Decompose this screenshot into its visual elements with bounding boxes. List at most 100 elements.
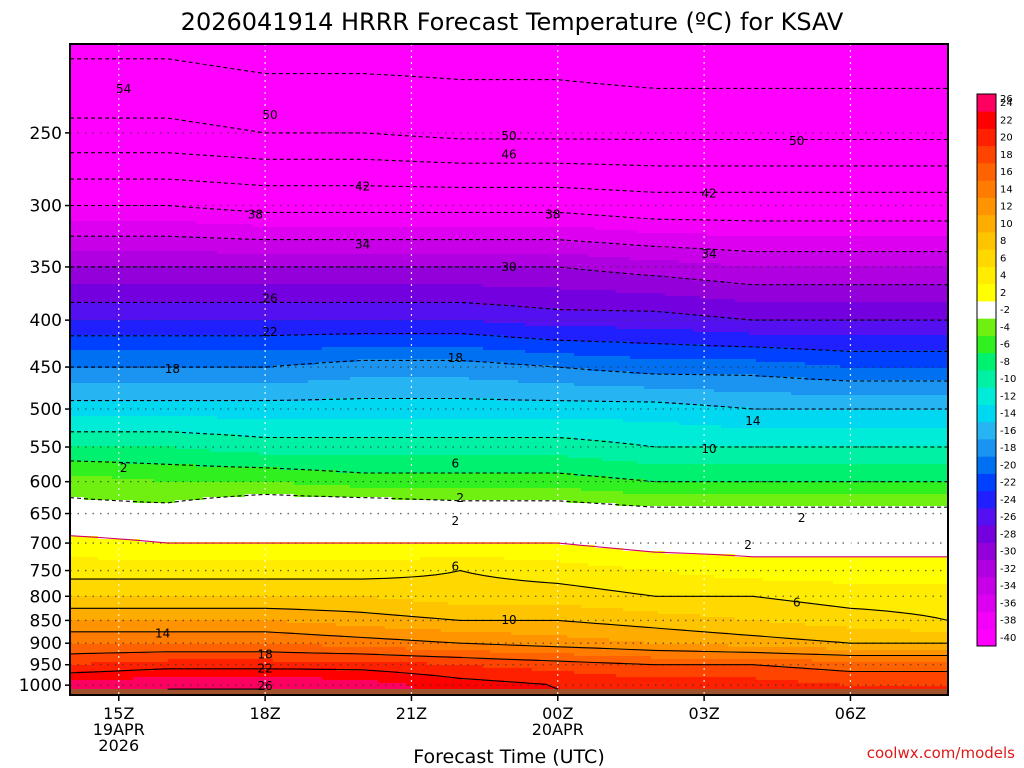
temperature-cell bbox=[280, 86, 288, 90]
temperature-cell bbox=[217, 89, 225, 93]
temperature-cell bbox=[112, 95, 120, 99]
temperature-cell bbox=[483, 92, 491, 96]
temperature-cell bbox=[112, 74, 120, 78]
temperature-cell bbox=[497, 119, 505, 123]
temperature-cell bbox=[833, 86, 841, 90]
temperature-cell bbox=[868, 92, 876, 96]
temperature-cell bbox=[630, 62, 638, 66]
temperature-cell bbox=[203, 104, 211, 108]
temperature-cell bbox=[77, 95, 85, 99]
temperature-cell bbox=[371, 107, 379, 111]
temperature-cell bbox=[161, 44, 169, 48]
temperature-cell bbox=[322, 77, 330, 81]
temperature-cell bbox=[665, 95, 673, 99]
temperature-cell bbox=[133, 77, 141, 81]
temperature-cell bbox=[798, 47, 806, 51]
temperature-cell bbox=[658, 74, 666, 78]
temperature-cell bbox=[126, 101, 134, 105]
temperature-cell bbox=[812, 68, 820, 72]
temperature-cell bbox=[483, 68, 491, 72]
temperature-cell bbox=[637, 53, 645, 57]
temperature-cell bbox=[791, 44, 799, 48]
temperature-cell bbox=[602, 53, 610, 57]
temperature-cell bbox=[441, 95, 449, 99]
temperature-cell bbox=[196, 83, 204, 87]
temperature-cell bbox=[168, 53, 176, 57]
temperature-cell bbox=[609, 83, 617, 87]
temperature-cell bbox=[238, 71, 246, 75]
temperature-cell bbox=[784, 113, 792, 117]
temperature-cell bbox=[154, 125, 162, 129]
temperature-cell bbox=[154, 107, 162, 111]
temperature-cell bbox=[140, 83, 148, 87]
temperature-cell bbox=[595, 71, 603, 75]
temperature-cell bbox=[84, 83, 92, 87]
temperature-cell bbox=[539, 92, 547, 96]
temperature-cell bbox=[665, 83, 673, 87]
temperature-cell bbox=[847, 107, 855, 111]
temperature-cell bbox=[462, 83, 470, 87]
temperature-cell bbox=[427, 104, 435, 108]
temperature-cell bbox=[735, 101, 743, 105]
temperature-cell bbox=[917, 104, 925, 108]
temperature-cell bbox=[84, 65, 92, 69]
temperature-cell bbox=[434, 59, 442, 63]
temperature-cell bbox=[714, 62, 722, 66]
temperature-cell bbox=[161, 98, 169, 102]
temperature-cell bbox=[77, 104, 85, 108]
temperature-cell bbox=[112, 59, 120, 63]
temperature-cell bbox=[875, 74, 883, 78]
temperature-cell bbox=[238, 44, 246, 48]
temperature-cell bbox=[693, 122, 701, 126]
temperature-cell bbox=[217, 83, 225, 87]
temperature-cell bbox=[623, 65, 631, 69]
temperature-cell bbox=[889, 44, 897, 48]
temperature-cell bbox=[735, 86, 743, 90]
temperature-cell bbox=[896, 92, 904, 96]
temperature-cell bbox=[203, 122, 211, 126]
temperature-cell bbox=[448, 65, 456, 69]
temperature-cell bbox=[392, 119, 400, 123]
temperature-cell bbox=[938, 71, 946, 75]
temperature-cell bbox=[532, 53, 540, 57]
temperature-cell bbox=[735, 92, 743, 96]
temperature-cell bbox=[196, 89, 204, 93]
temperature-cell bbox=[861, 110, 869, 114]
temperature-cell bbox=[756, 68, 764, 72]
temperature-cell bbox=[168, 71, 176, 75]
temperature-cell bbox=[854, 113, 862, 117]
temperature-cell bbox=[693, 83, 701, 87]
temperature-cell bbox=[441, 77, 449, 81]
temperature-cell bbox=[280, 104, 288, 108]
temperature-cell bbox=[861, 77, 869, 81]
temperature-cell bbox=[455, 53, 463, 57]
temperature-cell bbox=[497, 101, 505, 105]
temperature-cell bbox=[721, 71, 729, 75]
temperature-cell bbox=[105, 71, 113, 75]
temperature-cell bbox=[203, 77, 211, 81]
temperature-cell bbox=[98, 89, 106, 93]
temperature-cell bbox=[721, 92, 729, 96]
temperature-cell bbox=[868, 62, 876, 66]
temperature-cell bbox=[595, 98, 603, 102]
temperature-cell bbox=[686, 98, 694, 102]
temperature-cell bbox=[287, 65, 295, 69]
temperature-cell bbox=[161, 56, 169, 60]
temperature-cell bbox=[784, 53, 792, 57]
temperature-cell bbox=[581, 74, 589, 78]
temperature-cell bbox=[742, 89, 750, 93]
temperature-cell bbox=[567, 80, 575, 84]
temperature-cell bbox=[595, 44, 603, 48]
temperature-cell bbox=[532, 122, 540, 126]
temperature-cell bbox=[140, 74, 148, 78]
temperature-cell bbox=[903, 86, 911, 90]
temperature-cell bbox=[910, 98, 918, 102]
temperature-cell bbox=[882, 101, 890, 105]
temperature-cell bbox=[798, 44, 806, 48]
temperature-cell bbox=[798, 50, 806, 54]
temperature-cell bbox=[574, 125, 582, 129]
temperature-cell bbox=[896, 113, 904, 117]
temperature-cell bbox=[77, 56, 85, 60]
temperature-cell bbox=[392, 47, 400, 51]
temperature-cell bbox=[399, 77, 407, 81]
